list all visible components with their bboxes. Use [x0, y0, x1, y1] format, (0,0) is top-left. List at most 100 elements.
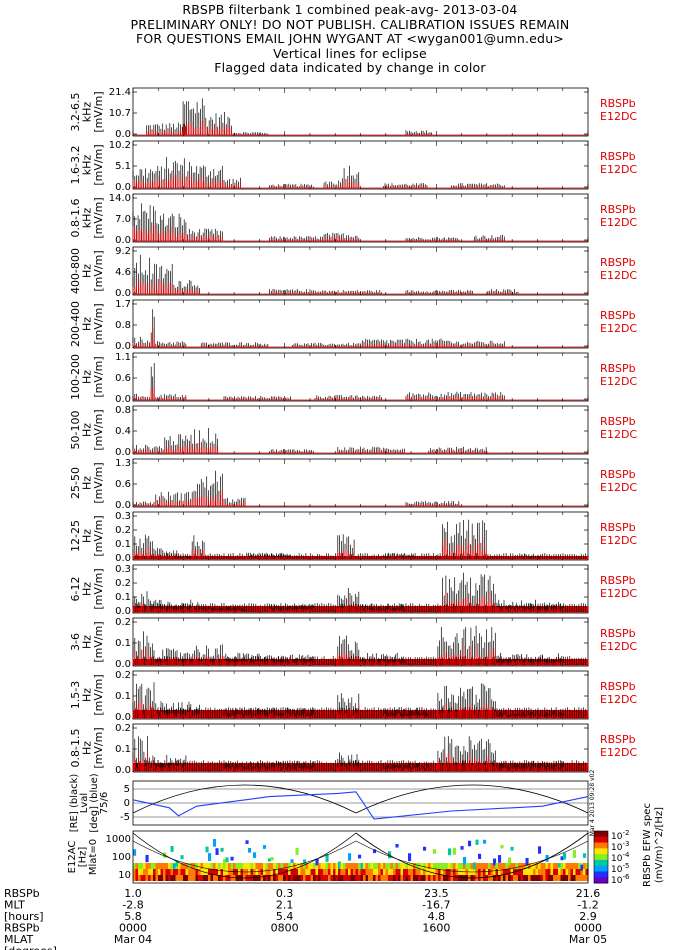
- avg-trace: [132, 386, 505, 400]
- y-axis-label-line: kHz: [81, 102, 94, 123]
- panel-frame: [132, 511, 589, 561]
- spec-cell: [218, 875, 222, 881]
- spec-cell: [225, 875, 229, 881]
- lval-arc: [355, 784, 589, 814]
- spec-cell: [400, 875, 404, 881]
- panel-tag-channel: E12DC: [600, 322, 637, 335]
- spec-cell: [485, 863, 489, 869]
- x-tick-mlt: -16.7: [422, 899, 450, 912]
- title-block: RBSPB filterbank 1 combined peak-avg- 20…: [0, 2, 700, 76]
- spec-cell: [395, 875, 399, 881]
- colorbar-segment: [594, 848, 608, 855]
- spec-cell: [308, 869, 312, 875]
- spec-cell: [563, 875, 567, 881]
- spec-cell: [158, 863, 162, 869]
- spec-cell: [218, 863, 222, 869]
- spec-cell: [370, 875, 374, 881]
- y-tick-label: 0.1: [115, 638, 131, 649]
- spec-cell: [303, 863, 307, 869]
- spec-cell: [535, 875, 539, 881]
- spec-cell: [408, 869, 412, 875]
- spec-cell: [323, 863, 327, 869]
- spec-cell: [310, 863, 314, 869]
- spec-cell: [313, 875, 317, 881]
- spec-cell: [573, 863, 577, 869]
- colorbar-segment: [594, 842, 608, 849]
- x-tick-mlt: 2.1: [276, 899, 294, 912]
- spec-cell: [405, 869, 409, 875]
- y-axis-label-line: [mV/m]: [92, 674, 105, 715]
- spec-cell: [335, 863, 339, 869]
- spec-cell: [415, 875, 419, 881]
- spec-y-label-line: [Hz]: [78, 847, 89, 868]
- y-tick-label: 10.7: [109, 108, 131, 119]
- spec-cell: [335, 869, 339, 875]
- avg-trace: [132, 644, 564, 665]
- x-tick-hhmm: 1600: [422, 922, 450, 935]
- spec-cell: [240, 863, 244, 869]
- spec-cell: [155, 869, 159, 875]
- y-tick-label: 0.8: [115, 405, 131, 416]
- spec-cell: [395, 863, 399, 869]
- y-tick-label: 0.1: [115, 691, 131, 702]
- avg-trace: [132, 442, 487, 453]
- spec-cell: [428, 875, 432, 881]
- spec-cell: [508, 869, 512, 875]
- spec-cell: [220, 863, 224, 869]
- spec-cell: [433, 875, 437, 881]
- spec-cell: [485, 875, 489, 881]
- spec-cell: [143, 875, 147, 881]
- spec-cell: [283, 875, 287, 881]
- spec-cell: [390, 869, 394, 875]
- spec-cell: [390, 875, 394, 881]
- spec-cell: [208, 875, 212, 881]
- panel-tag-channel: E12DC: [600, 534, 637, 547]
- colorbar-tick-label: 10-2: [611, 829, 629, 842]
- colorbar-tick-exp: -2: [622, 829, 629, 837]
- spec-cell: [415, 863, 419, 869]
- spec-cell: [358, 869, 362, 875]
- spec-cell: [358, 863, 362, 869]
- spec-cell: [200, 869, 204, 875]
- spec-cell: [453, 847, 457, 855]
- x-tick-hhmm: 0000: [119, 922, 147, 935]
- y-axis-label-line: Hz: [81, 264, 94, 278]
- spec-cell: [200, 875, 204, 881]
- spec-cell: [345, 863, 349, 869]
- panel-tag-probe: RBSPb: [600, 574, 636, 587]
- spec-cell: [248, 847, 252, 853]
- panel-frame: [132, 246, 589, 296]
- spec-cell: [245, 840, 249, 844]
- spec-cell: [353, 875, 357, 881]
- spec-cell: [215, 863, 219, 869]
- spec-cell: [308, 875, 312, 881]
- spec-cell: [463, 856, 467, 865]
- spec-cell: [390, 863, 394, 869]
- panel-frame: [132, 193, 589, 243]
- spec-cell: [425, 875, 429, 881]
- x-row-label: MLAT: [4, 933, 34, 946]
- spec-cell: [333, 863, 337, 869]
- spec-cell: [268, 863, 272, 869]
- spec-cell: [260, 863, 264, 869]
- spec-cell: [468, 863, 472, 869]
- y-tick-label: 0.0: [115, 606, 131, 617]
- spec-cell: [435, 863, 439, 869]
- y-tick-label: 0.0: [115, 659, 131, 670]
- spec-cell: [193, 869, 197, 875]
- spec-cell: [553, 863, 557, 869]
- spec-cell: [545, 854, 549, 862]
- spec-cell: [183, 863, 187, 869]
- spec-cell: [190, 869, 194, 875]
- spec-cell: [413, 869, 417, 875]
- spec-cell: [408, 863, 412, 869]
- spec-cell: [265, 869, 269, 875]
- spec-cell: [500, 844, 504, 849]
- spec-cell: [228, 875, 232, 881]
- spec-cell: [210, 875, 214, 881]
- spec-cell: [263, 875, 267, 881]
- spec-cell: [353, 869, 357, 875]
- spec-cell: [328, 875, 332, 881]
